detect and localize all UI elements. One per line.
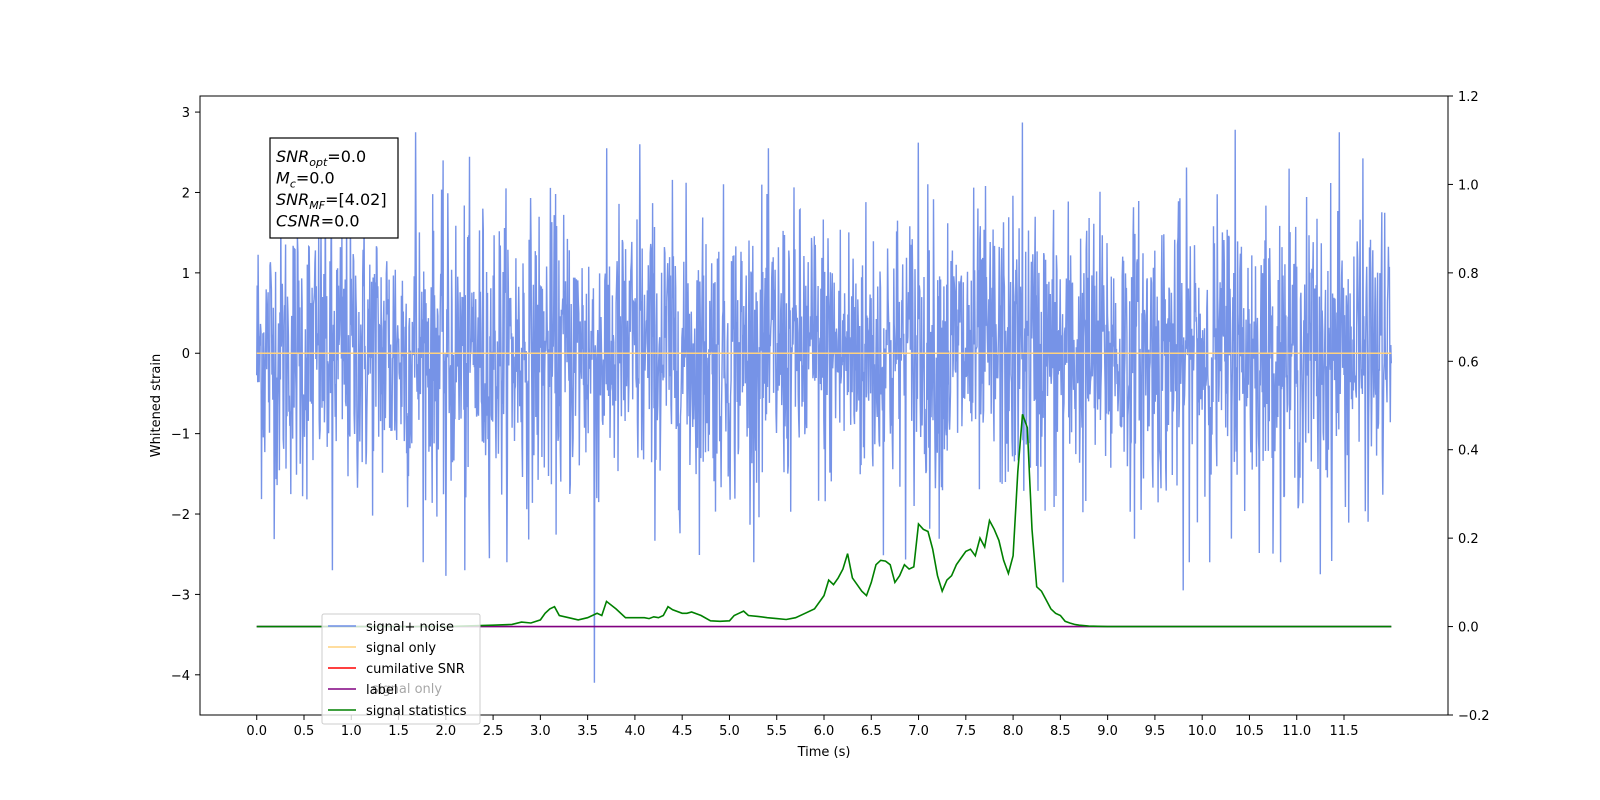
x-tick-label: 11.0 [1282,724,1311,739]
annotation-line: Mc=0.0 [276,169,335,191]
x-tick-label: 3.5 [577,724,598,739]
legend-label: signal statistics [366,704,467,719]
x-axis-label: Time (s) [797,745,851,760]
x-tick-label: 8.5 [1050,724,1071,739]
y-right-tick-label: 0.8 [1458,267,1479,282]
y-right-tick-label: 1.0 [1458,178,1479,193]
x-tick-label: 7.0 [908,724,929,739]
y-left-tick-label: −3 [171,588,190,603]
legend-hidden-text: signal only [372,682,442,697]
y-right-tick-label: 0.6 [1458,355,1479,370]
annotation-line: SNRMF=[4.02] [276,190,387,212]
legend-label: label [366,683,397,698]
y-right-tick-label: 0.4 [1458,444,1479,459]
annotation-frame [269,137,399,239]
x-tick-label: 0.0 [246,724,267,739]
annotation-line: CSNR=0.0 [276,212,360,231]
y-left-tick-label: −4 [171,669,190,684]
x-tick-label: 8.0 [1003,724,1024,739]
y-axis-label: Whitened strain [149,354,164,457]
x-tick-label: 4.0 [625,724,646,739]
x-tick-label: 7.5 [955,724,976,739]
x-tick-label: 6.0 [814,724,835,739]
x-tick-label: 1.0 [341,724,362,739]
legend-label: signal only [366,641,436,656]
series-layer [256,122,1392,683]
y-right-tick-label: 0.0 [1458,621,1479,636]
x-tick-label: 5.5 [766,724,787,739]
x-tick-label: 3.0 [530,724,551,739]
legend-frame [321,613,481,725]
x-tick-label: 4.5 [672,724,693,739]
x-tick-label: 2.5 [483,724,504,739]
y-right-tick-label: −0.2 [1458,709,1490,724]
left-y-axis: −4 −3 −2 −1 0 1 2 3 [171,106,200,684]
y-left-tick-label: 0 [182,347,190,362]
x-tick-label: 1.5 [388,724,409,739]
x-tick-label: 11.5 [1330,724,1359,739]
y-right-tick-label: 0.2 [1458,532,1479,547]
y-left-tick-label: 1 [182,267,190,282]
legend-label: signal+ noise [366,620,454,635]
x-tick-label: 6.5 [861,724,882,739]
x-tick-label: 2.0 [435,724,456,739]
series-signal-statistics-line [256,414,1392,628]
right-y-axis: −0.2 0.0 0.2 0.4 0.6 0.8 1.0 1.2 [1448,90,1490,724]
x-tick-label: 5.0 [719,724,740,739]
x-tick-label: 10.5 [1235,724,1264,739]
y-left-tick-label: 2 [182,186,190,201]
x-tick-label: 0.5 [294,724,315,739]
series-signal-noise-line [256,122,1392,683]
x-tick-label: 10.0 [1188,724,1217,739]
legend: signal only signal+ noise signal only cumil… [321,613,481,725]
y-right-tick-label: 1.2 [1458,90,1479,105]
x-axis: 0.0 0.5 1.0 1.5 2.0 2.5 3.0 3.5 4.0 4.5 5.0 5.5 6.0 6… [246,715,1358,739]
x-tick-label: 9.0 [1097,724,1118,739]
x-tick-label: 9.5 [1145,724,1166,739]
y-left-tick-label: −2 [171,508,190,523]
legend-label: cumilative SNR [366,662,465,677]
annotation-line: SNRopt=0.0 [276,147,366,169]
y-left-tick-label: 3 [182,106,190,121]
y-left-tick-label: −1 [171,428,190,443]
